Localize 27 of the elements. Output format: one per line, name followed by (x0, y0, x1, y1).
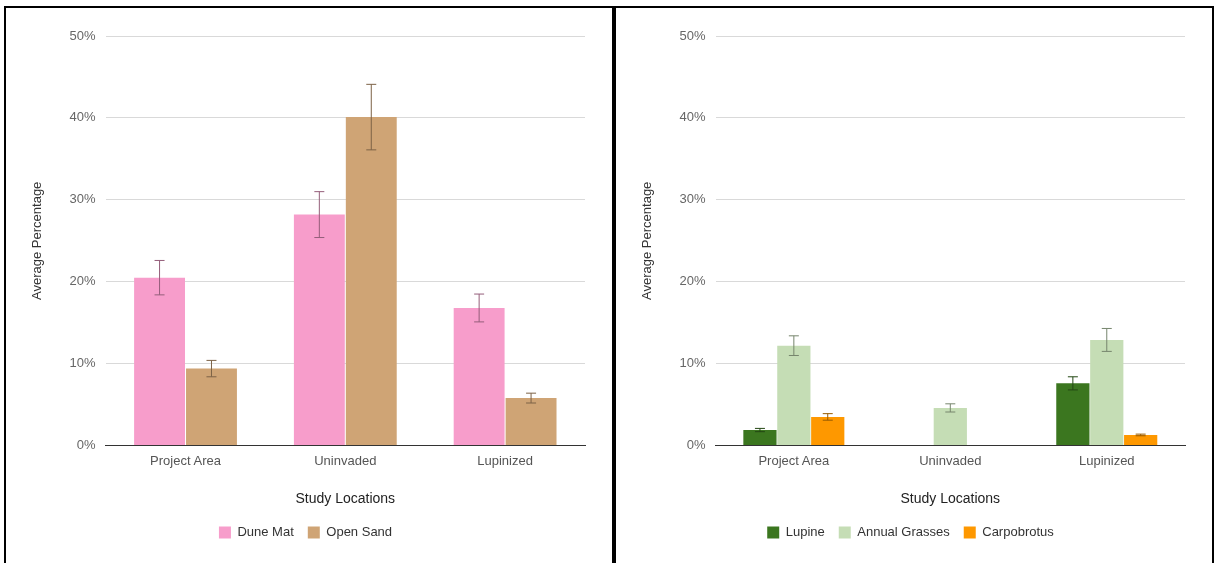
y-tick-label: 50% (69, 27, 97, 43)
y-tick-label: 40% (679, 109, 707, 125)
x-axis-title: Study Locations (295, 490, 396, 507)
y-tick-label: 30% (679, 191, 707, 207)
y-tick-label: 10% (69, 355, 97, 371)
x-tick-label: Lupinized (1078, 452, 1135, 468)
x-tick-label: Uninvaded (919, 452, 982, 468)
legend-label: Annual Grasses (857, 524, 951, 540)
legend-label: Carpobrotus (982, 524, 1055, 540)
y-tick-label: 0% (686, 437, 707, 453)
legend-label: Lupine (785, 524, 825, 540)
x-tick-label: Project Area (150, 452, 222, 468)
y-axis-title: Average Percentage (29, 181, 45, 300)
x-tick-label: Lupinized (477, 452, 533, 468)
y-tick-label: 20% (69, 273, 97, 289)
y-tick-label: 0% (76, 437, 97, 453)
y-axis-title: Average Percentage (639, 181, 655, 300)
x-tick-label: Project Area (758, 452, 831, 468)
y-tick-label: 20% (679, 273, 707, 289)
y-tick-label: 50% (679, 27, 707, 43)
x-axis-title: Study Locations (900, 490, 1001, 507)
x-tick-label: Uninvaded (314, 452, 377, 468)
y-tick-label: 10% (679, 355, 707, 371)
y-tick-label: 40% (69, 109, 97, 125)
legend-label: Open Sand (326, 524, 393, 540)
y-tick-label: 30% (69, 191, 97, 207)
legend-label: Dune Mat (237, 524, 295, 540)
